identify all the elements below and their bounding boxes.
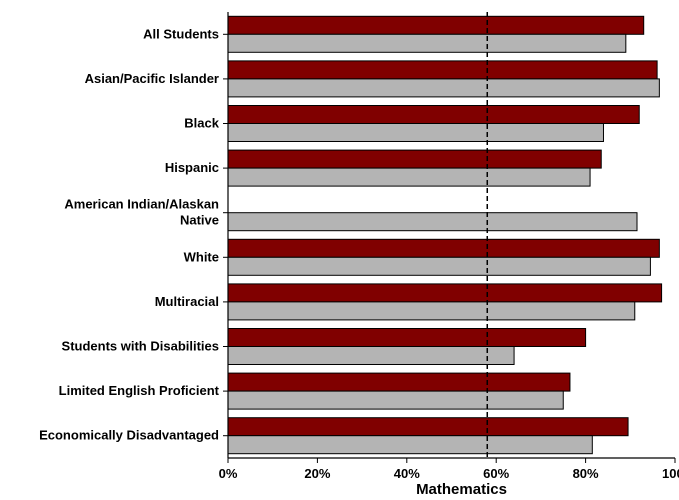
bar-series2-5 (227, 256, 651, 276)
bar-series2-4 (227, 212, 638, 232)
category-label-6: Multiracial (155, 294, 219, 309)
x-tick-label-0: 0% (219, 466, 238, 481)
bar-series1-8 (227, 372, 571, 392)
bar-series1-5 (227, 238, 660, 258)
bar-series1-7 (227, 328, 587, 347)
category-label-1: Asian/Pacific Islander (85, 71, 219, 86)
bar-series2-3 (227, 167, 591, 187)
category-label-4: American Indian/Alaskan Native (64, 197, 219, 228)
category-label-8: Limited English Proficient (59, 383, 220, 398)
bar-series1-0 (227, 15, 645, 35)
bar-series1-2 (227, 105, 640, 124)
category-label-9: Economically Disadvantaged (39, 428, 219, 443)
x-tick-label-3: 60% (483, 466, 509, 481)
bar-series1-9 (227, 417, 629, 437)
bar-series1-6 (227, 283, 663, 303)
bar-series1-1 (227, 60, 658, 80)
x-axis-title: Mathematics (416, 481, 507, 498)
bar-series2-8 (227, 390, 564, 410)
x-axis-ticks: 0% 20% 40% 60% 80% 100 (219, 458, 679, 481)
x-tick-label-2: 40% (394, 466, 420, 481)
bar-series2-2 (227, 123, 604, 142)
category-label-3: Hispanic (165, 160, 219, 175)
bar-series2-1 (227, 78, 660, 98)
x-tick-label-5: 100 (662, 466, 679, 481)
bar-series1-3 (227, 149, 602, 169)
category-label-5: White (184, 249, 219, 264)
x-tick-label-4: 80% (573, 466, 599, 481)
category-label-7: Students with Disabilities (62, 339, 219, 354)
bar-series2-6 (227, 301, 636, 321)
category-labels: All Students Asian/Pacific Islander Black H… (39, 26, 228, 443)
x-tick-label-1: 20% (304, 466, 330, 481)
bar-series2-0 (227, 33, 627, 53)
category-label-2: Black (184, 116, 219, 131)
category-label-0: All Students (143, 26, 219, 41)
bar-series2-7 (227, 346, 515, 365)
bars-group (227, 15, 663, 455)
bar-series2-9 (227, 435, 593, 455)
